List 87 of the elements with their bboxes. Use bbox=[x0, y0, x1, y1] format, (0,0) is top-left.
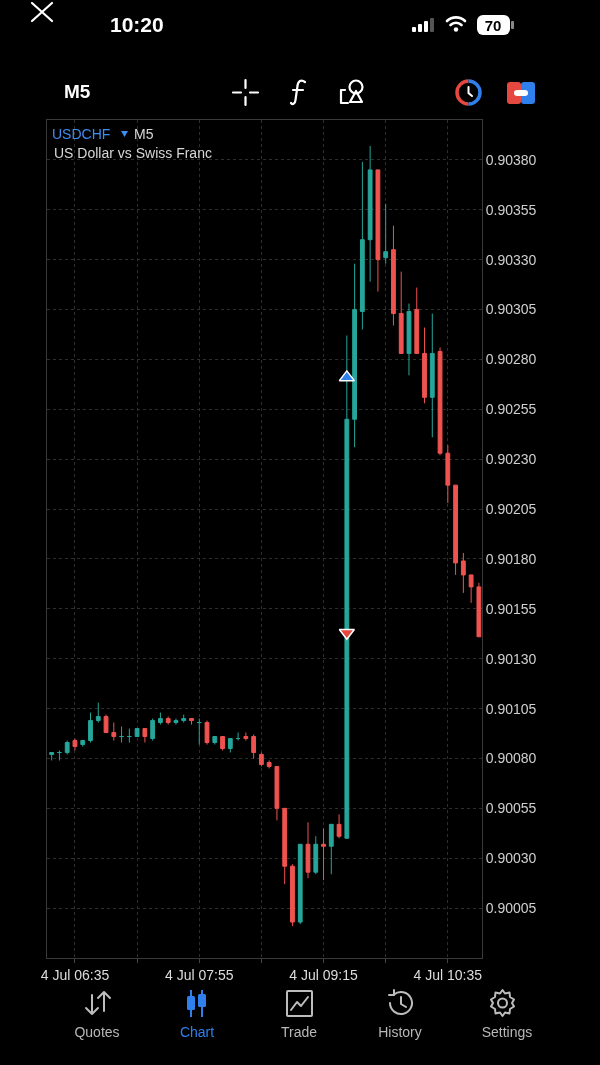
y-tick-label: 0.90155 bbox=[485, 600, 537, 617]
y-tick-label: 0.90080 bbox=[485, 750, 537, 767]
candlestick bbox=[352, 263, 358, 448]
text: M5 bbox=[64, 81, 91, 103]
candlestick bbox=[251, 734, 257, 759]
x-tick-label: 4 Jul 07:55 bbox=[165, 966, 234, 983]
candlestick bbox=[460, 552, 466, 594]
text: Settings bbox=[481, 1024, 533, 1040]
text: Quotes bbox=[74, 1024, 120, 1040]
candlestick bbox=[126, 728, 132, 744]
candlestick bbox=[80, 740, 86, 747]
candlestick bbox=[429, 313, 435, 438]
y-tick-label: 0.90355 bbox=[485, 201, 537, 218]
y-tick-label: 0.90030 bbox=[485, 850, 537, 867]
candlestick bbox=[243, 732, 249, 742]
candlestick bbox=[328, 823, 334, 875]
annotation: M5 bbox=[134, 126, 154, 142]
candlestick bbox=[336, 813, 342, 839]
text: Chart bbox=[179, 1024, 215, 1040]
text: History bbox=[378, 1024, 422, 1040]
candlestick bbox=[437, 346, 443, 456]
candlestick bbox=[158, 712, 163, 726]
candlestick bbox=[266, 759, 272, 769]
y-tick-label: 0.90330 bbox=[485, 251, 537, 268]
candlestick bbox=[414, 287, 420, 354]
candlestick bbox=[88, 712, 93, 744]
text: 10:20 bbox=[110, 13, 164, 37]
y-tick-label: 0.90380 bbox=[485, 151, 537, 168]
candlestick bbox=[313, 835, 319, 875]
candlestick bbox=[297, 843, 303, 925]
text: 70 bbox=[484, 16, 502, 34]
candlestick bbox=[453, 484, 458, 576]
candlestick bbox=[383, 203, 389, 265]
candlestick bbox=[235, 732, 241, 742]
candlestick bbox=[165, 716, 171, 726]
candlestick bbox=[227, 738, 233, 753]
y-tick-label: 0.90055 bbox=[485, 800, 537, 817]
candlestick bbox=[398, 271, 404, 354]
candlestick bbox=[212, 736, 218, 746]
candlestick bbox=[406, 303, 412, 376]
candlestick bbox=[445, 444, 451, 504]
candlestick bbox=[196, 718, 202, 746]
candlestick bbox=[134, 728, 140, 738]
candlestick bbox=[64, 740, 70, 755]
x-tick-label: 4 Jul 06:35 bbox=[40, 966, 110, 983]
y-tick-label: 0.90255 bbox=[485, 401, 537, 418]
y-tick-label: 0.90180 bbox=[485, 550, 537, 567]
y-tick-label: 0.90105 bbox=[485, 700, 537, 717]
candlestick bbox=[258, 751, 264, 767]
candlestick bbox=[359, 161, 365, 330]
candlestick bbox=[72, 738, 78, 751]
candlestick bbox=[367, 145, 373, 283]
candlestick bbox=[468, 574, 474, 604]
y-tick-label: 0.90230 bbox=[485, 451, 537, 468]
candlestick bbox=[142, 728, 148, 744]
candlestick bbox=[422, 327, 427, 404]
candlestick bbox=[181, 714, 187, 724]
y-tick-label: 0.90005 bbox=[485, 900, 537, 917]
candlestick bbox=[391, 225, 396, 327]
x-tick-label: 4 Jul 10:35 bbox=[413, 966, 483, 983]
candlestick bbox=[476, 582, 482, 638]
candlestick bbox=[95, 702, 101, 724]
candlestick bbox=[111, 722, 117, 742]
candlestick bbox=[57, 750, 62, 761]
chart-title: USDCHF bbox=[52, 125, 111, 142]
candlestick bbox=[375, 169, 381, 293]
candlestick bbox=[103, 714, 109, 734]
candlestick bbox=[119, 726, 124, 744]
candlestick bbox=[290, 863, 295, 927]
x-tick-label: 4 Jul 09:15 bbox=[289, 966, 358, 983]
y-tick-label: 0.90305 bbox=[485, 301, 537, 318]
candlestick bbox=[282, 807, 288, 885]
candlestick bbox=[220, 736, 225, 751]
candlestick bbox=[49, 751, 55, 761]
candlestick bbox=[204, 720, 210, 746]
text: US Dollar vs Swiss Franc bbox=[54, 145, 212, 161]
candlestick bbox=[274, 765, 280, 821]
y-tick-label: 0.90130 bbox=[485, 650, 537, 667]
candlestick bbox=[173, 718, 179, 726]
candlestick bbox=[344, 334, 350, 839]
candlestick bbox=[321, 827, 326, 881]
y-tick-label: 0.90205 bbox=[485, 500, 537, 517]
candlestick bbox=[305, 821, 311, 879]
candlestick bbox=[189, 718, 194, 726]
candlestick bbox=[150, 718, 156, 742]
text: Trade bbox=[280, 1024, 318, 1040]
y-tick-label: 0.90280 bbox=[485, 351, 537, 368]
